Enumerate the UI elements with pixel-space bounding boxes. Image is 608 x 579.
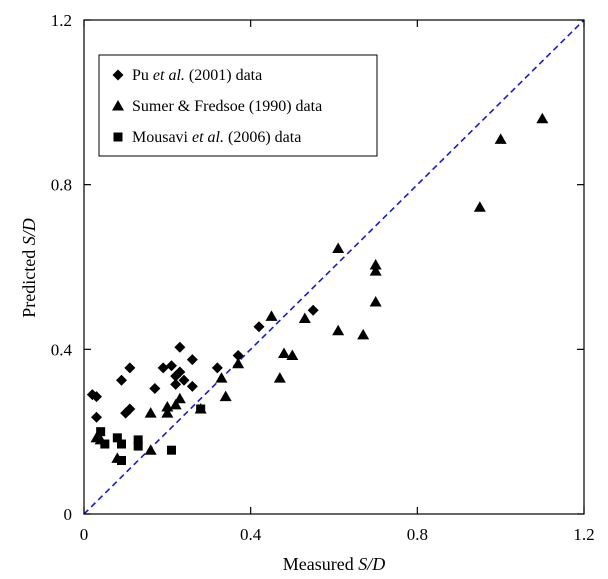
diamond-point	[120, 407, 132, 419]
reference-line	[83, 19, 585, 515]
diamond-point	[149, 382, 161, 394]
plot-frame	[83, 19, 585, 515]
triangle-point	[144, 407, 157, 418]
legend-label: Pu et al. (2001) data	[132, 67, 262, 84]
triangle-point	[369, 295, 382, 307]
square-point	[117, 455, 126, 465]
diamond-point	[307, 304, 319, 316]
legend-marker-triangle	[112, 100, 124, 111]
plot-area	[83, 19, 585, 515]
triangle-point	[232, 357, 245, 369]
diamond-point	[91, 391, 102, 403]
series-square	[96, 404, 206, 465]
axis-ticks: 0 0.4 0.8 1.2 0 0.4 0.8 1.2	[51, 11, 595, 544]
triangle-point	[215, 372, 228, 383]
y-tick-label: 1.2	[51, 11, 72, 30]
y-tick-label: 0	[64, 505, 73, 524]
diamond-point	[186, 380, 198, 392]
legend-box	[98, 54, 378, 157]
x-tick-label: 1.2	[573, 525, 594, 544]
triangle-point	[219, 390, 232, 402]
diamond-point	[186, 354, 198, 366]
diamond-point	[211, 362, 223, 374]
y-tick-label: 0.4	[51, 340, 73, 359]
triangle-point	[286, 349, 299, 361]
reference-line-layer	[83, 19, 585, 515]
triangle-point	[332, 324, 345, 336]
legend-marker-diamond	[112, 69, 124, 81]
triangle-point	[536, 112, 549, 124]
triangle-point	[494, 133, 507, 144]
diamond-point	[124, 403, 136, 415]
x-tick-label: 0.4	[240, 525, 262, 544]
diamond-point	[178, 374, 190, 386]
triangle-point	[473, 201, 486, 212]
diamond-point	[157, 362, 169, 374]
triangle-point	[357, 328, 370, 340]
legend-label: Mousavi et al. (2006) data	[132, 129, 301, 146]
diamond-point	[116, 374, 127, 386]
series-triangle	[90, 112, 549, 463]
square-point	[167, 445, 176, 455]
x-tick-label: 0.8	[407, 525, 428, 544]
triangle-point	[173, 392, 186, 404]
diamond-point	[174, 341, 186, 353]
triangle-point	[161, 407, 174, 418]
triangle-point	[369, 258, 382, 270]
legend: Pu et al. (2001) data Sumer & Fredsoe (19…	[98, 54, 378, 157]
data-marks	[86, 112, 549, 465]
square-point	[133, 435, 143, 445]
diamond-point	[253, 321, 265, 333]
diamond-point	[170, 378, 182, 390]
triangle-point	[278, 347, 290, 358]
triangle-point	[169, 398, 182, 410]
square-point	[100, 439, 110, 449]
square-point	[96, 427, 106, 437]
legend-marker-square	[113, 132, 123, 142]
diamond-point	[232, 350, 244, 362]
y-axis-label: Predicted S/D	[19, 218, 39, 317]
series-diamond	[86, 304, 319, 423]
legend-label: Sumer & Fredsoe (1990) data	[132, 98, 322, 115]
square-point	[133, 441, 143, 451]
triangle-point	[298, 312, 311, 323]
diamond-point	[91, 411, 102, 423]
diamond-point	[170, 370, 182, 382]
x-axis-label: Measured S/D	[283, 554, 385, 574]
triangle-point	[265, 310, 278, 321]
square-point	[196, 404, 206, 414]
triangle-point	[332, 242, 345, 253]
y-tick-label: 0.8	[51, 176, 72, 195]
diamond-point	[124, 362, 136, 374]
square-point	[112, 433, 122, 443]
triangle-point	[369, 265, 382, 276]
x-tick-label: 0	[80, 525, 89, 544]
square-point	[117, 439, 126, 449]
triangle-point	[273, 372, 286, 383]
triangle-point	[144, 444, 157, 455]
diamond-point	[166, 360, 177, 372]
